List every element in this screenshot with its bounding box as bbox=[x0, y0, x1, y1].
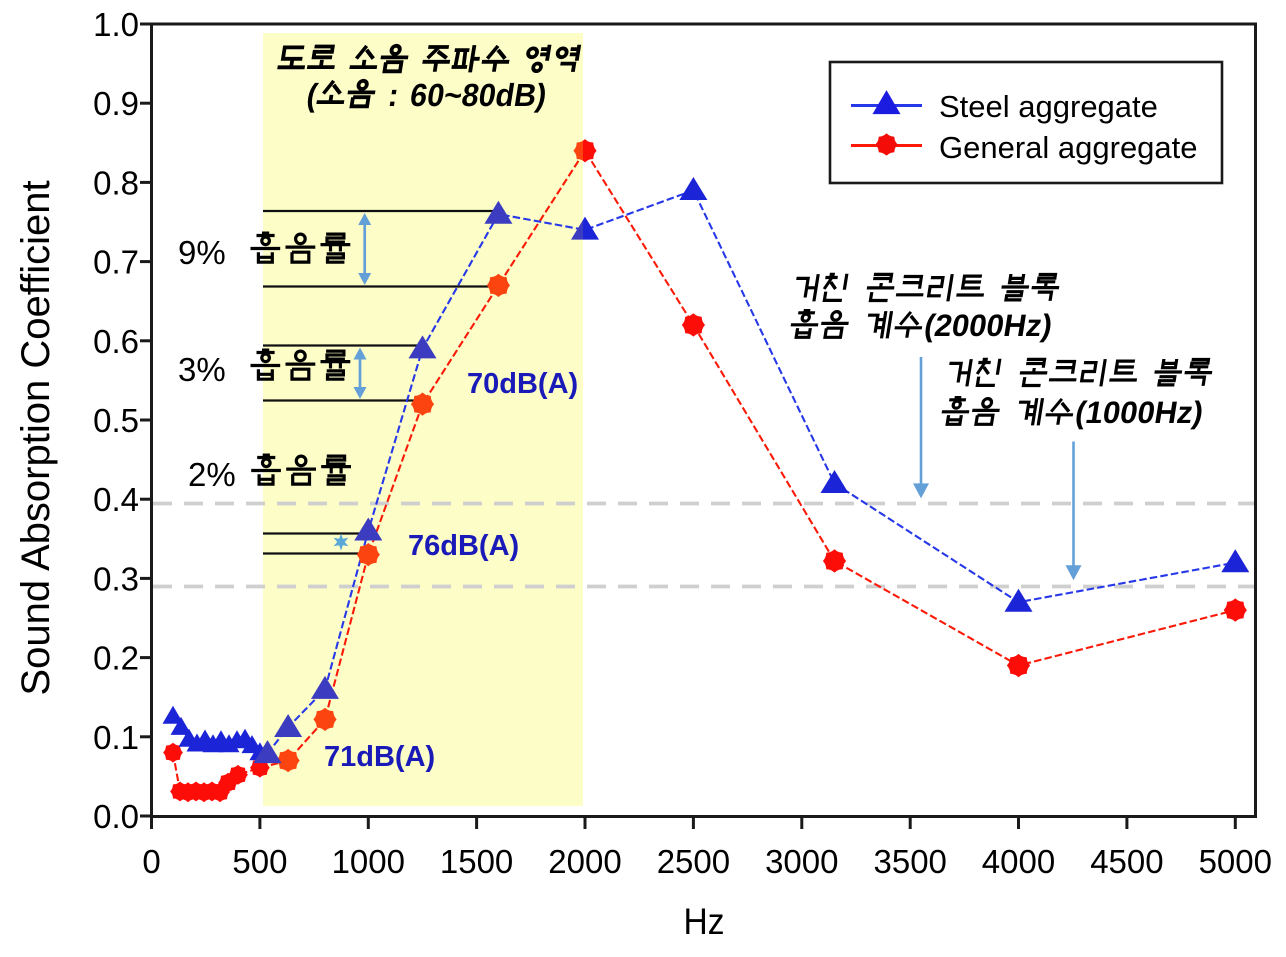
svg-text:Hz: Hz bbox=[684, 901, 725, 942]
svg-text:0.3: 0.3 bbox=[93, 560, 139, 597]
svg-text:500: 500 bbox=[232, 843, 287, 880]
svg-text:2500: 2500 bbox=[657, 843, 730, 880]
svg-text:General aggregate: General aggregate bbox=[939, 130, 1198, 165]
svg-text:1.0: 1.0 bbox=[93, 6, 139, 43]
svg-text:0.5: 0.5 bbox=[93, 402, 139, 439]
svg-text:1500: 1500 bbox=[440, 843, 513, 880]
svg-text:70dB(A): 70dB(A) bbox=[467, 368, 578, 400]
svg-text:Sound Absorption Coefficient: Sound Absorption Coefficient bbox=[14, 180, 58, 695]
svg-text:0.1: 0.1 bbox=[93, 719, 139, 756]
svg-text:3500: 3500 bbox=[873, 843, 946, 880]
svg-text:0.2: 0.2 bbox=[93, 640, 139, 677]
svg-text:0.4: 0.4 bbox=[93, 481, 139, 518]
svg-text:60~80dB): 60~80dB) bbox=[408, 77, 550, 113]
svg-text:(2000Hz): (2000Hz) bbox=[922, 308, 1055, 343]
svg-text:71dB(A): 71dB(A) bbox=[324, 741, 435, 773]
svg-text:3%: 3% bbox=[178, 351, 226, 388]
svg-text:0.8: 0.8 bbox=[93, 164, 139, 201]
svg-text:0.6: 0.6 bbox=[93, 323, 139, 360]
svg-text:2000: 2000 bbox=[548, 843, 621, 880]
svg-text:1000: 1000 bbox=[332, 843, 405, 880]
svg-text:5000: 5000 bbox=[1199, 843, 1272, 880]
svg-text:2%: 2% bbox=[188, 456, 236, 493]
svg-text:(1000Hz): (1000Hz) bbox=[1073, 395, 1206, 430]
svg-text:4500: 4500 bbox=[1090, 843, 1163, 880]
svg-text:4000: 4000 bbox=[982, 843, 1055, 880]
svg-text:9%: 9% bbox=[178, 234, 226, 271]
svg-text:Steel aggregate: Steel aggregate bbox=[939, 89, 1158, 124]
svg-text:0.0: 0.0 bbox=[93, 798, 139, 835]
svg-text:3000: 3000 bbox=[765, 843, 838, 880]
svg-text:0.7: 0.7 bbox=[93, 244, 139, 281]
svg-text:0: 0 bbox=[142, 843, 160, 880]
svg-text:0.9: 0.9 bbox=[93, 85, 139, 122]
svg-text:76dB(A): 76dB(A) bbox=[408, 530, 519, 562]
